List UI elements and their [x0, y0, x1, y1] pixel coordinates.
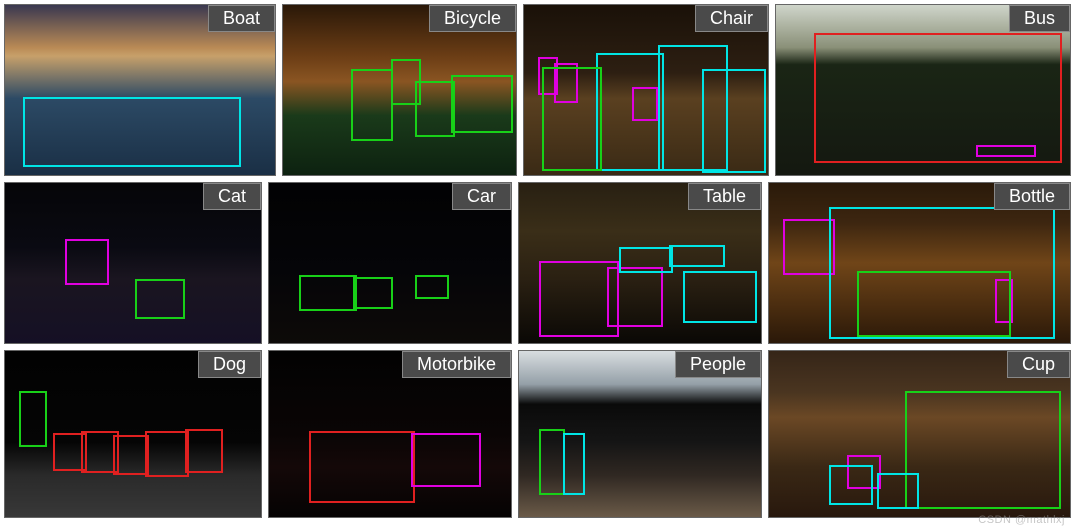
- bounding-box: [619, 247, 673, 273]
- detection-panel: Cup: [768, 350, 1071, 518]
- bounding-box: [145, 431, 189, 477]
- bounding-box: [702, 69, 766, 173]
- bounding-box: [607, 267, 663, 327]
- bounding-box: [135, 279, 185, 319]
- bounding-box: [415, 81, 455, 137]
- bounding-box: [451, 75, 513, 133]
- bounding-box: [542, 67, 602, 171]
- class-label: People: [675, 351, 761, 378]
- class-label: Table: [688, 183, 761, 210]
- watermark-text: CSDN @mathlxj: [978, 514, 1065, 526]
- bounding-box: [905, 391, 1061, 509]
- class-label: Car: [452, 183, 511, 210]
- figure-row: Dog Motorbike People Cup: [4, 350, 1071, 518]
- bounding-box: [596, 53, 664, 171]
- class-label: Cup: [1007, 351, 1070, 378]
- bounding-box: [783, 219, 835, 275]
- bounding-box: [415, 275, 449, 299]
- detection-panel: Bicycle: [282, 4, 517, 176]
- detection-panel: People: [518, 350, 762, 518]
- bounding-box: [411, 433, 481, 487]
- bounding-box: [814, 33, 1062, 163]
- bounding-box: [309, 431, 415, 503]
- figure-row: Cat Car Table Bottle: [4, 182, 1071, 344]
- bounding-box: [669, 245, 725, 267]
- detection-panel: Bottle: [768, 182, 1071, 344]
- detection-panel: Bus: [775, 4, 1071, 176]
- class-label: Bicycle: [429, 5, 516, 32]
- bounding-box: [113, 435, 149, 475]
- bounding-box: [19, 391, 47, 447]
- class-label: Bus: [1009, 5, 1070, 32]
- bounding-box: [829, 207, 1055, 339]
- detection-panel: Car: [268, 182, 512, 344]
- class-label: Cat: [203, 183, 261, 210]
- class-label: Dog: [198, 351, 261, 378]
- bounding-box: [65, 239, 109, 285]
- bounding-box: [23, 97, 241, 167]
- class-label: Motorbike: [402, 351, 511, 378]
- detection-panel: Chair: [523, 4, 769, 176]
- class-label: Boat: [208, 5, 275, 32]
- detection-panel: Boat: [4, 4, 276, 176]
- class-label: Bottle: [994, 183, 1070, 210]
- bounding-box: [683, 271, 757, 323]
- bounding-box: [539, 429, 565, 495]
- figure-row: Boat Bicycle Chair Bus: [4, 4, 1071, 176]
- bounding-box: [877, 473, 919, 509]
- bounding-box: [185, 429, 223, 473]
- bounding-box: [563, 433, 585, 495]
- bounding-box: [351, 69, 393, 141]
- bounding-box: [976, 145, 1036, 157]
- detection-panel: Dog: [4, 350, 262, 518]
- bounding-box: [299, 275, 357, 311]
- detection-panel: Cat: [4, 182, 262, 344]
- detection-figure-grid: Boat Bicycle Chair Bus Cat Car Table Bottle Dog M…: [0, 0, 1075, 522]
- detection-panel: Motorbike: [268, 350, 512, 518]
- bounding-box: [353, 277, 393, 309]
- bounding-box: [829, 465, 873, 505]
- detection-panel: Table: [518, 182, 762, 344]
- class-label: Chair: [695, 5, 768, 32]
